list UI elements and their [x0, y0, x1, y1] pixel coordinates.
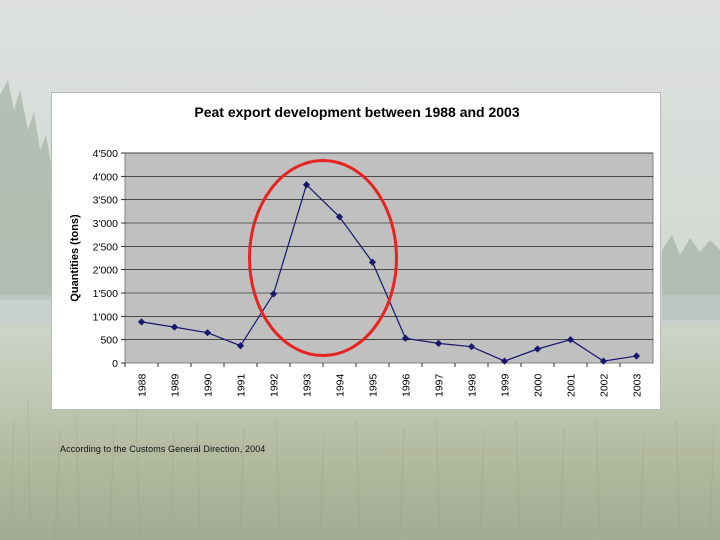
highlight-ellipse [248, 159, 398, 357]
y-tick-label: 3'500 [93, 195, 119, 207]
x-tick-label: 1996 [401, 373, 413, 397]
x-tick-label: 1989 [170, 373, 182, 397]
x-tick-label: 1988 [137, 373, 149, 397]
data-point [368, 258, 377, 266]
y-tick-label: 2'000 [93, 265, 119, 277]
plot-area [124, 152, 654, 364]
chart-title: Peat export development between 1988 and… [194, 104, 519, 120]
y-tick-label: 500 [100, 335, 118, 347]
x-tick-label: 1997 [434, 373, 446, 397]
x-tick-label: 1995 [368, 373, 380, 397]
x-tick-label: 2001 [566, 373, 578, 397]
data-point [599, 357, 608, 365]
x-axis-ticks: 1988 1989 1990 1991 1992 1993 1994 1995 1996 1997… [124, 363, 644, 397]
x-tick-label: 1990 [203, 373, 215, 397]
x-tick-label: 1992 [269, 373, 281, 397]
y-tick-label: 1'000 [93, 311, 119, 323]
x-tick-label: 1993 [302, 373, 314, 397]
y-tick-label: 1'500 [93, 288, 119, 300]
data-point [401, 334, 410, 342]
x-tick-label: 2000 [533, 373, 545, 397]
y-tick-label: 0 [112, 358, 118, 370]
data-point [269, 290, 278, 298]
x-tick-label: 2002 [599, 373, 611, 397]
x-tick-label: 1994 [335, 373, 347, 397]
x-tick-label: 1999 [500, 373, 512, 397]
data-point [236, 342, 245, 350]
y-tick-label: 4'500 [93, 148, 119, 160]
y-tick-label: 2'500 [93, 241, 119, 253]
gridlines [125, 152, 653, 340]
y-tick-label: 4'000 [93, 171, 119, 183]
y-axis-label: Quantities (tons) [69, 214, 81, 302]
y-tick-label: 3'000 [93, 218, 119, 230]
data-point [500, 357, 509, 365]
y-axis-ticks: 0 500 1'000 1'500 2'000 2'500 3'000 3'500 4'000 4… [93, 148, 125, 370]
source-footnote: According to the Customs General Directi… [60, 444, 266, 454]
data-point [533, 345, 542, 353]
data-point [335, 213, 344, 221]
data-point [302, 181, 311, 189]
x-tick-label: 1998 [467, 373, 479, 397]
x-tick-label: 1991 [236, 373, 248, 397]
data-point [632, 352, 641, 360]
line-chart: Peat export development between 1988 and… [69, 104, 654, 397]
chart-panel: Peat export development between 1988 and… [51, 92, 661, 410]
x-tick-label: 2003 [632, 373, 644, 397]
